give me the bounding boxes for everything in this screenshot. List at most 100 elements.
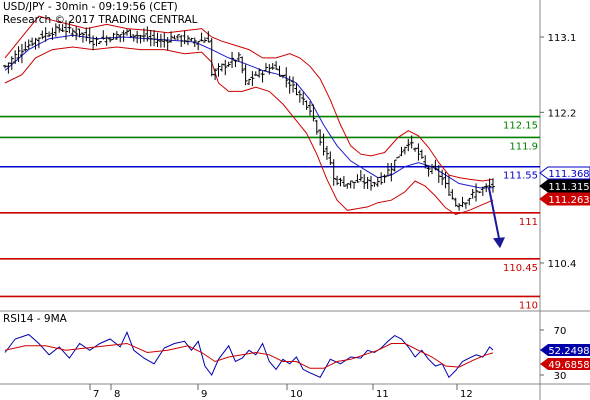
ohlc-bar xyxy=(226,61,231,67)
ohlc-bar xyxy=(341,176,346,187)
ohlc-bar xyxy=(345,183,350,189)
ohlc-bar xyxy=(169,31,174,43)
ohlc-bar xyxy=(189,37,194,42)
ohlc-bar xyxy=(253,71,258,76)
ohlc-bar xyxy=(399,146,404,157)
ohlc-bar xyxy=(30,37,35,47)
ohlc-bar xyxy=(277,65,282,77)
ohlc-bar xyxy=(440,169,445,186)
ohlc-bar xyxy=(338,177,343,187)
ohlc-bar xyxy=(385,162,390,177)
ohlc-bar xyxy=(324,145,329,160)
ohlc-bar xyxy=(416,143,421,161)
ohlc-bar xyxy=(196,41,201,51)
level-label: 111 xyxy=(519,217,538,228)
rsi-marker-label: 52.2498 xyxy=(548,346,589,357)
ohlc-bar xyxy=(470,188,475,199)
ohlc-bar xyxy=(379,172,384,185)
ohlc-bar xyxy=(104,35,109,46)
ohlc-bar xyxy=(423,155,428,169)
rsi-ma-line xyxy=(4,342,494,369)
chart-header-symbol: USD/JPY - 30min - 09:19:56 (CET) xyxy=(3,1,178,13)
time-tick-label: 7 xyxy=(93,389,99,400)
rsi-marker-label: 49.6858 xyxy=(548,360,589,371)
ohlc-bar xyxy=(19,43,24,64)
ohlc-bar xyxy=(101,30,106,40)
ohlc-bar xyxy=(402,146,407,155)
ohlc-bars xyxy=(3,20,495,211)
ohlc-bar xyxy=(128,29,133,38)
ohlc-bar xyxy=(480,186,485,197)
ohlc-bar xyxy=(43,27,48,42)
price-marker-box xyxy=(539,192,590,206)
price-marker-box xyxy=(539,166,590,180)
ohlc-bar xyxy=(274,61,279,70)
rsi-marker-box xyxy=(540,344,590,356)
ohlc-bar xyxy=(446,175,451,196)
ohlc-bar xyxy=(36,37,41,49)
ohlc-bar xyxy=(308,101,312,116)
ohlc-bar xyxy=(335,175,340,186)
ohlc-bar xyxy=(125,29,129,36)
ohlc-bar xyxy=(111,32,116,40)
ohlc-bar xyxy=(70,28,75,37)
ohlc-bar xyxy=(369,175,373,191)
ohlc-bar xyxy=(463,202,468,209)
ohlc-bar xyxy=(182,30,187,45)
ohlc-bar xyxy=(450,189,455,200)
ohlc-bar xyxy=(355,174,360,183)
ohlc-bar xyxy=(331,159,336,186)
ohlc-bar xyxy=(148,29,153,47)
ohlc-bar xyxy=(233,59,238,68)
ohlc-bar xyxy=(47,31,52,37)
ohlc-bar xyxy=(396,156,401,159)
ohlc-bar xyxy=(80,32,85,43)
ohlc-bar xyxy=(223,59,228,76)
ohlc-bar xyxy=(474,183,479,202)
forecast-arrow-head xyxy=(493,237,505,249)
ohlc-bar xyxy=(16,46,21,62)
ohlc-bar xyxy=(158,33,163,48)
ohlc-bar xyxy=(57,23,62,33)
ohlc-bar xyxy=(460,196,465,208)
time-tick-label: 9 xyxy=(201,389,207,400)
ohlc-bar xyxy=(50,27,55,40)
ohlc-bar xyxy=(491,178,495,193)
ohlc-bar xyxy=(77,28,82,38)
ohlc-bar xyxy=(23,41,28,52)
ohlc-bar xyxy=(213,68,218,80)
ohlc-bar xyxy=(121,30,126,42)
ohlc-bar xyxy=(186,35,190,46)
price-marker-box xyxy=(539,179,590,193)
time-tick-label: 10 xyxy=(290,389,303,400)
ohlc-bar xyxy=(202,37,207,43)
price-panel xyxy=(0,0,540,310)
level-label: 110.45 xyxy=(503,263,538,274)
ohlc-bar xyxy=(236,52,241,62)
ohlc-bar xyxy=(358,170,363,182)
ohlc-bar xyxy=(230,51,235,69)
ohlc-bar xyxy=(311,104,316,122)
moving-average-line xyxy=(4,34,493,189)
ohlc-bar xyxy=(199,32,204,42)
ohlc-bar xyxy=(118,34,123,43)
forecast-arrow-shaft xyxy=(488,187,500,239)
ohlc-bar xyxy=(26,39,31,50)
ohlc-bar xyxy=(409,135,414,149)
chart-header-copyright: Research © 2017 TRADING CENTRAL xyxy=(3,14,198,26)
ohlc-bar xyxy=(301,92,306,106)
ohlc-bar xyxy=(419,149,424,159)
level-label: 110 xyxy=(519,300,538,311)
ohlc-bar xyxy=(94,36,99,47)
ohlc-bar xyxy=(375,177,380,187)
ohlc-bar xyxy=(240,56,245,74)
price-tick-label: 110.4 xyxy=(548,259,577,270)
ohlc-bar xyxy=(304,100,309,110)
ohlc-bar xyxy=(33,37,38,50)
ohlc-bar xyxy=(152,30,157,47)
ohlc-bar xyxy=(426,165,431,177)
ohlc-bar xyxy=(175,34,180,41)
price-marker-label: 111.368 xyxy=(548,169,589,180)
ohlc-bar xyxy=(467,197,472,206)
ohlc-bar xyxy=(162,32,167,48)
